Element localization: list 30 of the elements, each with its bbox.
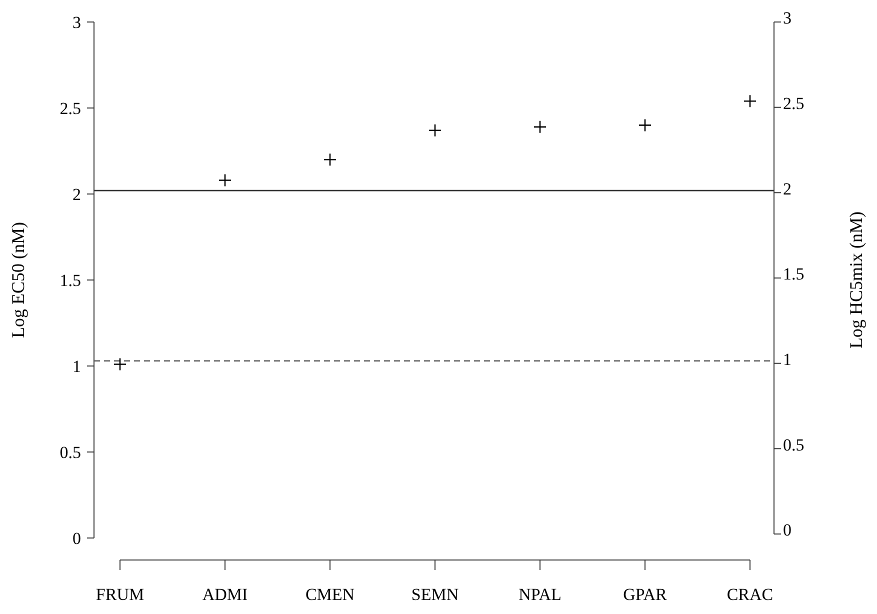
y2-tick-label: 2.5 — [783, 94, 804, 114]
y2-tick-label: 1.5 — [783, 264, 804, 284]
y2-tick-label: 2 — [783, 179, 792, 198]
point — [533, 120, 547, 134]
x-tick-label: ADMI — [202, 585, 248, 604]
y2-tick-label: 3 — [783, 8, 792, 28]
x-tick-label: GPAR — [623, 585, 668, 604]
x-tick-label: NPAL — [518, 585, 562, 604]
x-tick-label: SEMN — [411, 585, 459, 604]
y-axis-title: Log EC50 (nM) — [8, 222, 28, 338]
y2-tick-label: 0.5 — [783, 435, 804, 454]
y2-tick-label: 0 — [783, 520, 792, 540]
y-tick-label: 3 — [72, 12, 81, 32]
y2-axis-title: Log HC5mix (nM) — [846, 212, 866, 348]
x-tick-label: CRAC — [726, 585, 774, 604]
point — [638, 118, 652, 132]
x-tick-label: CMEN — [305, 585, 355, 604]
y-tick-label: 0 — [72, 528, 81, 548]
point — [323, 152, 337, 166]
point — [218, 174, 232, 187]
y-tick-label: 1 — [72, 356, 81, 376]
y-tick-label: 1.5 — [60, 270, 81, 290]
point — [743, 94, 757, 108]
y2-tick-label: 1 — [783, 350, 792, 370]
y-tick-label: 0.5 — [60, 442, 81, 462]
y-tick-label: 2 — [72, 184, 81, 204]
point — [428, 124, 442, 138]
y-tick-label: 2.5 — [60, 98, 81, 118]
x-tick-label: FRUM — [96, 585, 144, 604]
point — [113, 358, 127, 371]
